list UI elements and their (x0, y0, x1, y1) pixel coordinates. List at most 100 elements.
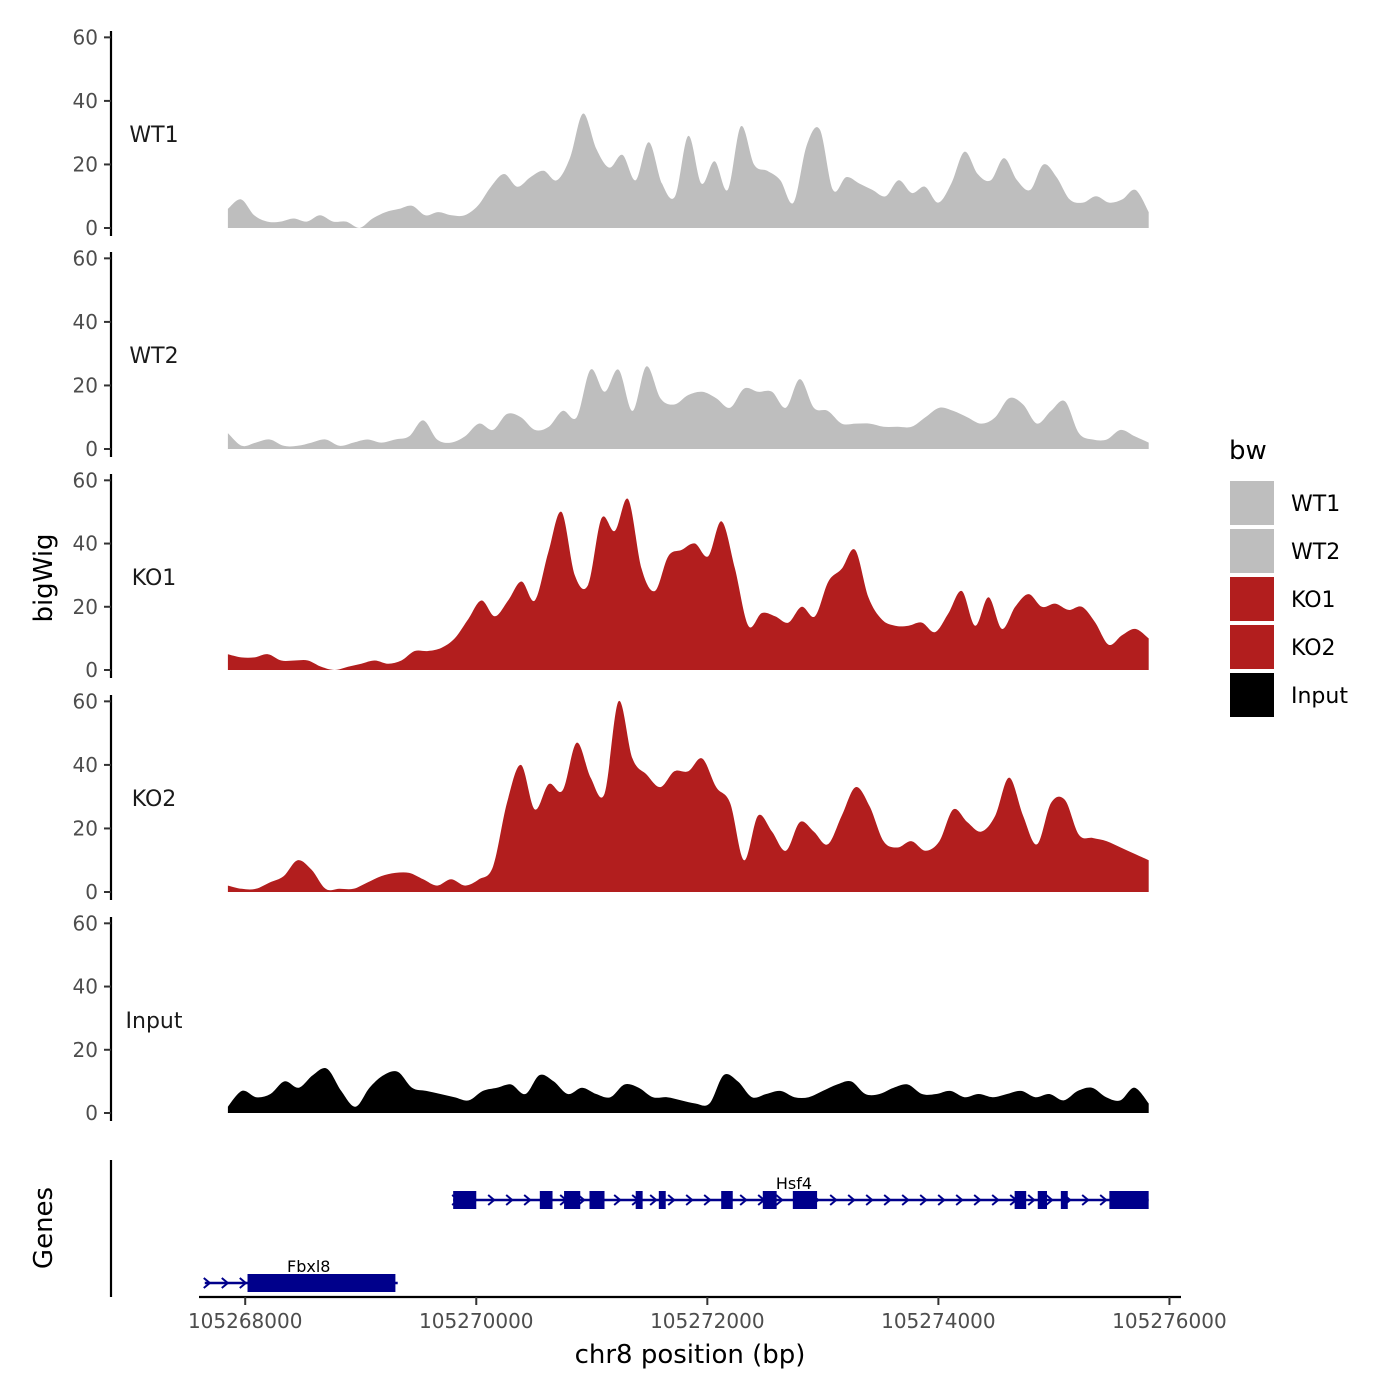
gene-exon (247, 1274, 396, 1292)
y-ticks-wt2: 0 20 40 60 (73, 246, 111, 461)
x-axis-title: chr8 position (bp) (575, 1340, 806, 1370)
x-tick-label: 105270000 (419, 1309, 534, 1333)
legend-swatch (1230, 481, 1274, 525)
gene-exon (589, 1191, 605, 1209)
track-label-ko2: KO2 (132, 787, 177, 812)
gene-exon (721, 1191, 733, 1209)
gene-direction-chevron (901, 1194, 910, 1206)
area-ko1 (227, 498, 1149, 670)
gene-direction-chevron (973, 1194, 982, 1206)
area-ko2 (227, 700, 1149, 892)
area-wt2 (227, 366, 1149, 449)
gene-exon (658, 1191, 666, 1209)
gene-direction-chevron (865, 1194, 874, 1206)
y-tick-label: 0 (85, 216, 98, 240)
gene-label-hsf4: Hsf4 (776, 1174, 812, 1193)
track-input: 0 20 40 60 Input (73, 911, 1149, 1125)
genes-axis-title: Genes (29, 1187, 59, 1269)
y-tick-label: 20 (73, 816, 98, 840)
track-label-ko1: KO1 (132, 566, 177, 591)
y-axis-title: bigWig (29, 533, 59, 622)
y-tick-label: 20 (73, 1038, 98, 1062)
gene-direction-chevron (703, 1194, 712, 1206)
y-tick-label: 40 (73, 310, 98, 334)
y-tick-label: 0 (85, 658, 98, 682)
legend-title: bw (1229, 436, 1267, 466)
gene-exon (1109, 1191, 1149, 1209)
gene-direction-chevron (1045, 1194, 1054, 1206)
x-tick-label: 105274000 (881, 1309, 996, 1333)
gene-exon (762, 1191, 777, 1209)
y-tick-label: 60 (73, 911, 98, 935)
gene-fbxl8 (203, 1274, 398, 1292)
y-tick-label: 40 (73, 532, 98, 556)
genes-panel: Genes Hsf4 Fbxl8 (29, 1160, 1149, 1297)
gene-direction-chevron (487, 1194, 496, 1206)
gene-exon (539, 1191, 553, 1209)
track-label-wt1: WT1 (129, 123, 178, 148)
gene-direction-chevron (667, 1194, 676, 1206)
track-ko2: 0 20 40 60 KO2 (73, 689, 1149, 904)
y-tick-label: 60 (73, 25, 98, 49)
legend-swatch (1230, 577, 1274, 621)
gene-direction-chevron (829, 1194, 838, 1206)
legend-label: Input (1291, 684, 1348, 709)
gene-direction-chevron (523, 1194, 532, 1206)
y-tick-label: 60 (73, 246, 98, 270)
gene-exon (453, 1191, 477, 1209)
gene-direction-chevron (775, 1194, 784, 1206)
y-tick-label: 0 (85, 880, 98, 904)
legend-swatch (1230, 625, 1274, 669)
legend-swatch (1230, 673, 1274, 717)
gene-direction-chevron (613, 1194, 622, 1206)
gene-direction-chevron (919, 1194, 928, 1206)
gene-direction-chevron (1081, 1194, 1090, 1206)
gene-exon (564, 1191, 581, 1209)
track-label-input: Input (126, 1009, 183, 1034)
track-wt1: 0 20 40 60 WT1 (73, 25, 1149, 240)
gene-direction-chevron (239, 1277, 248, 1289)
y-tick-label: 40 (73, 89, 98, 113)
y-tick-label: 20 (73, 595, 98, 619)
y-ticks-ko1: 0 20 40 60 (73, 468, 111, 682)
legend-label: KO1 (1291, 588, 1336, 613)
gene-exon (1037, 1191, 1047, 1209)
gene-direction-chevron (937, 1194, 946, 1206)
y-tick-label: 60 (73, 468, 98, 492)
x-tick-label: 105268000 (188, 1309, 303, 1333)
gene-exon (1060, 1191, 1068, 1209)
y-tick-label: 40 (73, 975, 98, 999)
y-ticks-wt1: 0 20 40 60 (73, 25, 111, 240)
y-tick-label: 60 (73, 689, 98, 713)
y-tick-label: 40 (73, 753, 98, 777)
x-tick-label: 105276000 (1112, 1309, 1227, 1333)
y-tick-label: 0 (85, 437, 98, 461)
gene-direction-chevron (847, 1194, 856, 1206)
gene-exon (1014, 1191, 1027, 1209)
legend-swatch (1230, 529, 1274, 573)
gene-direction-chevron (1099, 1194, 1108, 1206)
area-input (227, 1068, 1149, 1113)
legend-label: WT1 (1291, 492, 1340, 517)
gene-label-fbxl8: Fbxl8 (287, 1257, 330, 1276)
legend: bw WT1 WT2 KO1 KO2 Input (1229, 436, 1348, 717)
legend-label: KO2 (1291, 636, 1336, 661)
gene-hsf4 (451, 1191, 1149, 1209)
gene-direction-chevron (505, 1194, 514, 1206)
track-wt2: 0 20 40 60 WT2 (73, 246, 1149, 461)
gene-direction-chevron (685, 1194, 694, 1206)
gene-direction-chevron (883, 1194, 892, 1206)
gene-direction-chevron (221, 1277, 230, 1289)
gene-direction-chevron (739, 1194, 748, 1206)
gene-direction-chevron (955, 1194, 964, 1206)
y-tick-label: 20 (73, 373, 98, 397)
area-wt1 (227, 113, 1149, 228)
track-ko1: 0 20 40 60 KO1 (73, 468, 1149, 682)
x-ticks: 105268000 105270000 105272000 105274000 1052… (188, 1297, 1227, 1333)
gene-direction-chevron (991, 1194, 1000, 1206)
legend-items: WT1 WT2 KO1 KO2 Input (1230, 481, 1348, 717)
x-tick-label: 105272000 (650, 1309, 765, 1333)
track-label-wt2: WT2 (129, 344, 178, 369)
gene-direction-chevron (649, 1194, 658, 1206)
